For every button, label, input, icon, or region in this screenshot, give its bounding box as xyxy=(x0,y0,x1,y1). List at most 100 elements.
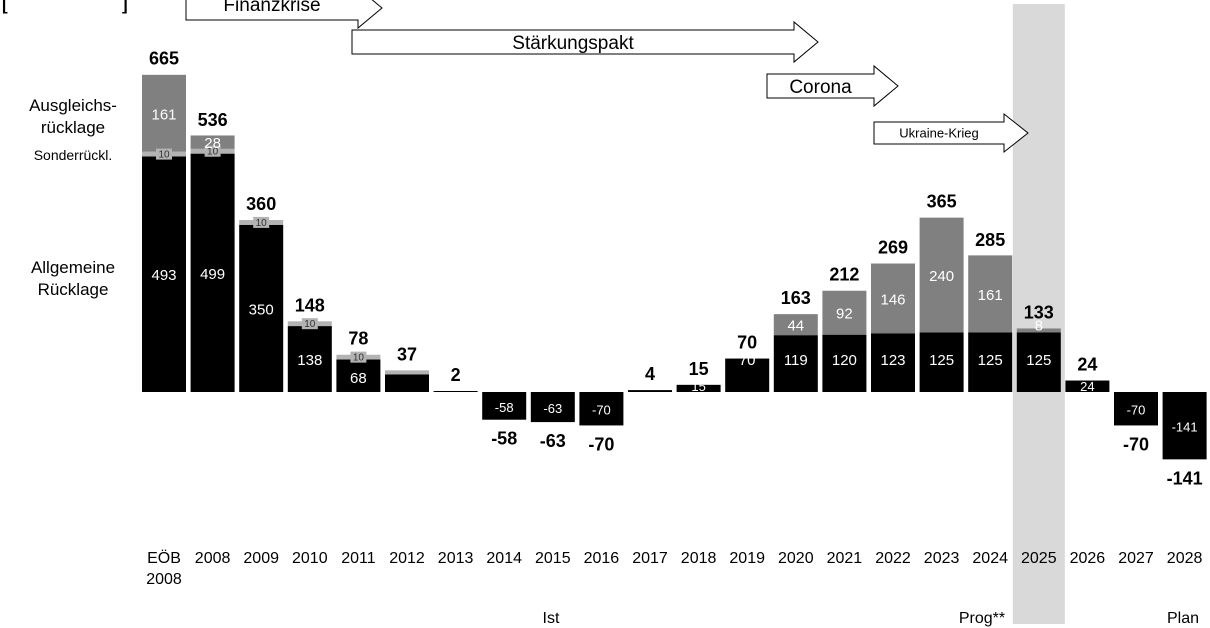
segment-label-sonder: 10 xyxy=(158,150,170,161)
total-label: 15 xyxy=(689,359,709,379)
total-label: -70 xyxy=(588,434,614,454)
bar-allgemeine xyxy=(385,374,429,392)
x-tick-label: 2028 xyxy=(1167,550,1203,567)
x-tick-label: 2016 xyxy=(584,550,620,567)
x-tick-label: EÖB xyxy=(147,549,181,567)
bar-allgemeine xyxy=(142,156,186,392)
total-label: 269 xyxy=(878,237,908,257)
sonder-label-box xyxy=(350,351,367,363)
x-tick-label: 2024 xyxy=(972,550,1008,567)
total-label: 285 xyxy=(975,230,1005,250)
corner-bracket-left: [ xyxy=(2,0,8,14)
x-tick-label: 2018 xyxy=(681,550,717,567)
total-label: 536 xyxy=(198,110,228,130)
total-label: 360 xyxy=(246,194,276,214)
bar-allgemeine xyxy=(336,359,381,392)
bar-allgemeine xyxy=(287,326,332,392)
segment-label-ausgleich: 8 xyxy=(1035,317,1043,334)
segment-label-ausgleich: 146 xyxy=(880,291,905,308)
bar-allgemeine xyxy=(530,392,575,423)
segment-label-allgemeine: 125 xyxy=(1026,352,1051,369)
segment-label-allgemeine: -63 xyxy=(543,401,562,416)
bar-allgemeine xyxy=(1114,392,1158,426)
segment-label-ausgleich: 92 xyxy=(836,306,853,323)
x-tick-label: 2009 xyxy=(243,550,279,567)
bar-allgemeine xyxy=(676,384,721,392)
corner-bracket-right: ] xyxy=(122,0,128,14)
total-label: 37 xyxy=(397,344,417,364)
period-label: Prog** xyxy=(959,610,1005,627)
bar-ausgleichsruecklage xyxy=(919,217,964,333)
x-tick-label: 2025 xyxy=(1021,550,1057,567)
x-tick-label: 2015 xyxy=(535,550,571,567)
bar-allgemeine xyxy=(822,334,867,392)
x-tick-label: 2010 xyxy=(292,550,328,567)
bar-allgemeine xyxy=(579,392,624,426)
bar-allgemeine xyxy=(433,391,478,392)
total-label: 133 xyxy=(1024,302,1054,322)
total-label: 163 xyxy=(781,288,811,308)
total-label: -70 xyxy=(1123,434,1149,454)
x-tick-label: 2017 xyxy=(632,550,668,567)
segment-label-allgemeine: 138 xyxy=(297,352,322,369)
phase-arrows: Finanzkrise Stärkungspakt Corona Ukraine-Kr… xyxy=(185,0,1029,154)
segment-label-allgemeine: 493 xyxy=(151,267,176,284)
x-tick-label: 2022 xyxy=(875,550,911,567)
total-label: 2 xyxy=(451,365,461,385)
phase-arrow-label: Stärkungspakt xyxy=(512,33,634,54)
segment-label-allgemeine: -70 xyxy=(1127,403,1146,418)
x-tick-label: 2011 xyxy=(341,550,376,567)
segment-label-allgemeine: -70 xyxy=(592,403,611,418)
total-label: -58 xyxy=(491,429,517,449)
bar-allgemeine xyxy=(773,335,818,392)
bars-layer xyxy=(142,74,1207,460)
total-label: -141 xyxy=(1167,468,1203,488)
segment-label-allgemeine: 499 xyxy=(200,266,225,283)
bar-allgemeine xyxy=(190,153,235,392)
period-label: Plan xyxy=(1167,610,1199,627)
total-label: 365 xyxy=(927,192,957,212)
segment-label-sonder: 10 xyxy=(353,353,365,364)
bar-allgemeine xyxy=(919,332,964,392)
total-label: 665 xyxy=(149,48,179,68)
total-label: -63 xyxy=(540,431,566,451)
series-label-sonder: Sonderrückl. xyxy=(34,147,113,163)
x-tick-label: 2020 xyxy=(778,550,814,567)
total-label: 4 xyxy=(645,364,655,384)
x-tick-label: 2008 xyxy=(146,571,182,588)
phase-arrow xyxy=(351,20,819,64)
series-label-allgemeine-line1: Allgemeine xyxy=(31,258,115,277)
bar-ausgleichsruecklage xyxy=(773,314,818,336)
bar-ausgleichsruecklage xyxy=(871,263,915,334)
segment-label-ausgleich: 240 xyxy=(929,268,954,285)
bar-ausgleichsruecklage xyxy=(968,255,1013,333)
segment-label-allgemeine: 125 xyxy=(929,352,954,369)
x-tick-label: 2026 xyxy=(1070,550,1106,567)
total-label: 212 xyxy=(829,265,859,285)
phase-arrow xyxy=(185,0,383,30)
bar-ausgleichsruecklage xyxy=(1016,328,1061,333)
phase-arrow-label: Ukraine-Krieg xyxy=(899,126,978,141)
segment-label-allgemeine: 125 xyxy=(978,352,1003,369)
series-label-ausgleich-line1: Ausgleichs- xyxy=(29,96,117,115)
sonder-label-box xyxy=(301,318,318,330)
bar-ausgleichsruecklage xyxy=(190,135,235,149)
bar-sonderruecklage-cap xyxy=(385,370,429,375)
period-label: Ist xyxy=(543,610,560,627)
bar-allgemeine xyxy=(871,333,915,392)
x-tick-label: 2008 xyxy=(195,550,231,567)
phase-arrow xyxy=(766,64,899,108)
bar-allgemeine xyxy=(482,392,527,420)
segment-label-allgemeine: 350 xyxy=(249,301,274,318)
bar-allgemeine xyxy=(1162,392,1207,460)
segment-label-allgemeine: 15 xyxy=(691,379,705,394)
forecast-highlight-band xyxy=(1012,4,1065,624)
bar-allgemeine xyxy=(968,332,1013,392)
segment-label-allgemeine: 24 xyxy=(1080,379,1094,394)
total-label: 148 xyxy=(295,295,325,315)
segment-label-sonder: 10 xyxy=(207,147,219,158)
sonder-label-box xyxy=(204,145,221,157)
bar-allgemeine xyxy=(1016,332,1061,392)
segment-label-sonder: 10 xyxy=(304,319,316,330)
x-tick-label: 2013 xyxy=(438,550,474,567)
